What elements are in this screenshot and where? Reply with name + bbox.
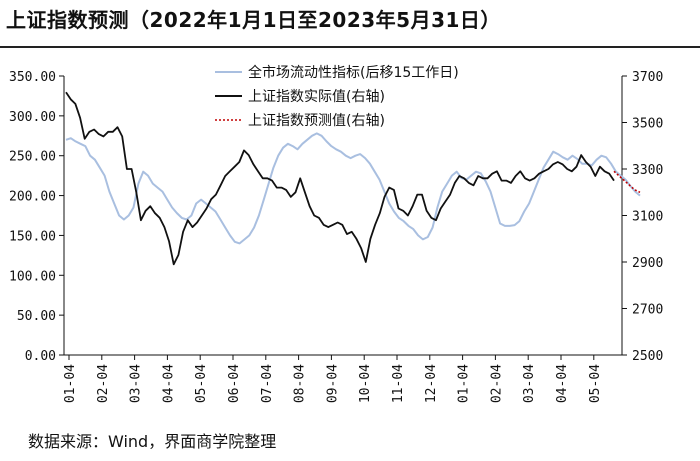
right-axis-ticks: 2500 2700 2900 3100 3300 3500 3700 bbox=[622, 70, 663, 364]
right-tick-label: 3700 bbox=[632, 70, 663, 85]
x-tick-label: 02-04 bbox=[96, 364, 111, 403]
x-tick-label: 12-04 bbox=[424, 364, 439, 403]
right-tick-label: 3100 bbox=[632, 210, 663, 225]
x-tick-label: 02-04 bbox=[489, 364, 504, 403]
x-tick-label: 04-04 bbox=[161, 364, 176, 403]
left-tick-label: 0.00 bbox=[25, 349, 56, 364]
right-tick-label: 2900 bbox=[632, 256, 663, 271]
x-tick-label: 11-04 bbox=[391, 364, 406, 403]
series-line-forecast bbox=[613, 170, 641, 194]
x-tick-label: 04-04 bbox=[555, 364, 570, 403]
source-note: 数据来源：Wind，界面商学院整理 bbox=[28, 432, 277, 451]
legend-label: 上证指数预测值(右轴) bbox=[248, 113, 385, 129]
left-tick-label: 250.00 bbox=[9, 150, 56, 165]
x-tick-label: 03-04 bbox=[522, 364, 537, 403]
x-tick-label: 06-04 bbox=[227, 364, 242, 403]
legend-label: 上证指数实际值(右轴) bbox=[248, 89, 385, 105]
x-axis-ticks: 01-04 02-04 03-04 04-04 05-04 06-04 07-04 08-04… bbox=[63, 355, 603, 403]
series-line-actual bbox=[65, 91, 615, 266]
x-tick-label: 01-04 bbox=[63, 364, 78, 403]
left-tick-label: 150.00 bbox=[9, 229, 56, 244]
x-tick-label: 03-04 bbox=[129, 364, 144, 403]
x-tick-label: 05-04 bbox=[194, 364, 209, 403]
right-tick-label: 3300 bbox=[632, 163, 663, 178]
line-chart: 0.00 50.00 100.00 150.00 200.00 250.00 300.00 3… bbox=[9, 64, 663, 403]
series-lines bbox=[65, 91, 641, 266]
legend-label: 全市场流动性指标(后移15工作日) bbox=[248, 64, 459, 81]
chart-title: 上证指数预测（2022年1月1日至2023年5月31日） bbox=[6, 8, 501, 32]
x-tick-label: 08-04 bbox=[293, 364, 308, 403]
x-tick-label: 09-04 bbox=[325, 364, 340, 403]
left-axis-ticks: 0.00 50.00 100.00 150.00 200.00 250.00 300.00 3… bbox=[9, 70, 64, 364]
left-tick-label: 200.00 bbox=[9, 190, 56, 205]
left-tick-label: 100.00 bbox=[9, 269, 56, 284]
right-tick-label: 3500 bbox=[632, 117, 663, 132]
left-tick-label: 350.00 bbox=[9, 70, 56, 85]
series-line-liquidity bbox=[65, 132, 641, 245]
left-tick-label: 50.00 bbox=[17, 309, 56, 324]
right-tick-label: 2700 bbox=[632, 303, 663, 318]
x-tick-label: 10-04 bbox=[358, 364, 373, 403]
x-tick-label: 07-04 bbox=[260, 364, 275, 403]
legend: 全市场流动性指标(后移15工作日) 上证指数实际值(右轴) 上证指数预测值(右轴) bbox=[215, 64, 459, 129]
left-tick-label: 300.00 bbox=[9, 110, 56, 125]
title-underline bbox=[0, 46, 700, 48]
x-tick-label: 01-04 bbox=[457, 364, 472, 403]
x-tick-label: 05-04 bbox=[588, 364, 603, 403]
right-tick-label: 2500 bbox=[632, 349, 663, 364]
